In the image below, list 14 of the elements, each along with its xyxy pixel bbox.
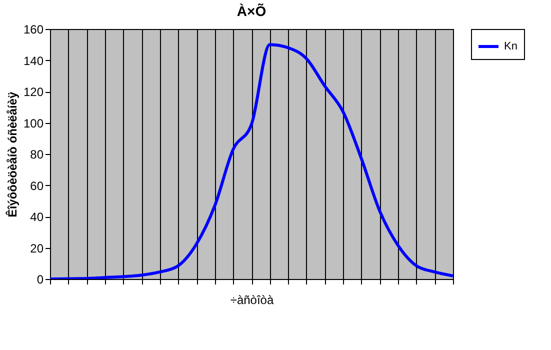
y-tick-label: 120 — [23, 85, 44, 99]
line-series — [50, 43, 453, 279]
y-tick-label: 160 — [23, 22, 44, 36]
y-tick-label: 60 — [30, 178, 44, 193]
y-tick-label: 40 — [30, 210, 44, 224]
y-tick-label: 140 — [23, 54, 44, 68]
y-tick-label: 80 — [30, 148, 44, 162]
chart-title: À×Õ — [236, 3, 266, 19]
legend-label: Kn — [504, 40, 518, 52]
x-axis-title: ÷àñòîòà — [230, 293, 274, 307]
y-tick-label: 100 — [23, 116, 44, 130]
y-axis-title: Êîýôôèöèåíò óñèëåíèÿ — [5, 91, 20, 218]
y-tick-label: 0 — [36, 272, 44, 286]
y-tick-label: 20 — [30, 241, 44, 256]
